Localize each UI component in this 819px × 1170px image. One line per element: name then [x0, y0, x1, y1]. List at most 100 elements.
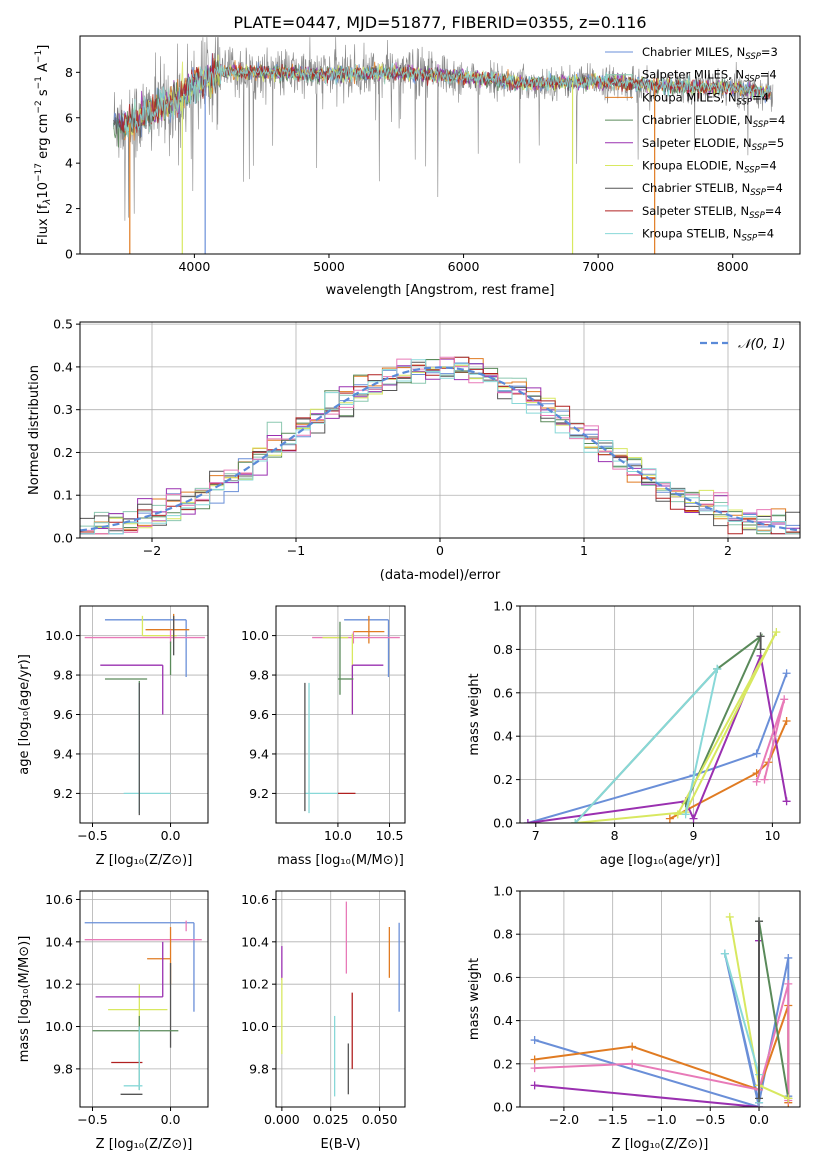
x-tick-label: 7000 [582, 259, 614, 274]
series-marker [756, 632, 765, 641]
series-marker [782, 669, 791, 678]
series-marker [530, 1081, 539, 1090]
legend-label-text: Kroupa STELIB, N [642, 227, 742, 241]
y-axis-label-part: −1 [34, 76, 44, 89]
legend-label-text: Chabrier MILES, N [642, 45, 745, 59]
legend-label-sub: SSP [744, 75, 760, 85]
legend-label: Salpeter STELIB, NSSP=4 [642, 204, 782, 221]
legend-label-sub: SSP [753, 120, 769, 130]
legend-label-text: Chabrier ELODIE, N [642, 113, 753, 127]
series-marker [689, 814, 698, 823]
y-tick-label: 0.6 [493, 970, 513, 985]
panel-age_vs_mass: 10.0 10.5 9.2 9.4 9.6 9.8 10.0 mass [log₁₀(M/M⊙… [241, 605, 406, 868]
x-tick-label: −1.0 [646, 1112, 676, 1127]
legend-label-sub: SSP [737, 97, 753, 107]
series-marker [665, 814, 674, 823]
y-tick-label: 6 [65, 110, 73, 125]
y-axis-label-part: s [36, 89, 51, 100]
y-tick-label: 9.4 [53, 746, 73, 761]
y-tick-label: 0.8 [493, 927, 513, 942]
legend-label: Kroupa ELODIE, NSSP=4 [642, 159, 777, 176]
series-marker [760, 775, 769, 784]
series-marker [755, 917, 764, 926]
series-marker [571, 819, 580, 823]
y-tick-label: 9.4 [249, 746, 269, 761]
series-marker [673, 810, 682, 819]
y-tick-label: 0.6 [493, 685, 513, 700]
y-axis-label: mass [log₁₀(M/M⊙)] [17, 936, 32, 1063]
x-axis-label: Z [log₁₀(Z/Z⊙)] [612, 1137, 709, 1152]
y-tick-label: 10.4 [241, 934, 269, 949]
y-tick-label: 9.2 [249, 786, 269, 801]
y-axis-label-part: λ [42, 199, 53, 206]
x-tick-label: 5000 [313, 259, 345, 274]
histogram-step-line [80, 359, 800, 535]
y-tick-label: 4 [65, 156, 73, 171]
plot-area-mass_vs_ebv [281, 901, 400, 1097]
series-marker [725, 912, 734, 921]
y-tick-label: 0 [65, 247, 73, 262]
x-tick-label: 6000 [448, 259, 480, 274]
panel-residuals: −2 −1 0 1 2 0.0 0.1 0.2 0.3 0.4 0.5 (data-model)/er… [27, 317, 801, 583]
legend-label-sub: SSP [744, 166, 760, 176]
plot-area-spectrum [113, 37, 774, 254]
series-marker [530, 1055, 539, 1064]
y-tick-label: 2 [65, 201, 73, 216]
legend-label: Kroupa STELIB, NSSP=4 [642, 227, 774, 244]
x-tick-label: 0.025 [313, 1112, 349, 1127]
legend-label-value: =4 [757, 227, 774, 241]
y-tick-label: 10.6 [45, 892, 73, 907]
series-line [527, 672, 788, 823]
x-tick-label: 1 [580, 543, 588, 558]
plot-area-age_vs_Z [84, 613, 205, 816]
y-tick-label: 0.8 [493, 642, 513, 657]
panel-weight_vs_Z: −2.0 −1.5 −1.0 −0.5 0.0 0.0 0.2 0.4 0.6 0.8 1.0 Z [… [467, 884, 801, 1152]
y-axis-label: mass weight [467, 673, 482, 755]
legend-label-value: =4 [765, 204, 782, 218]
legend-label-text: Salpeter STELIB, N [642, 204, 749, 218]
series-marker [530, 1036, 539, 1045]
legend-label: Chabrier STELIB, NSSP=4 [642, 181, 783, 198]
x-tick-label: 10.0 [324, 828, 352, 843]
y-tick-label: 9.8 [53, 1061, 73, 1076]
spectrum-model-line [123, 61, 771, 135]
x-tick-label: 0.050 [362, 1112, 398, 1127]
series-marker [523, 819, 532, 823]
axes-frame [519, 890, 801, 1108]
y-tick-label: 9.8 [249, 1061, 269, 1076]
x-tick-label: −0.5 [695, 1112, 725, 1127]
axes-frame [79, 35, 801, 255]
series-marker [756, 645, 765, 654]
legend-label-text: Salpeter MILES, N [642, 68, 744, 82]
y-tick-label: 9.2 [53, 786, 73, 801]
x-axis-label: mass [log₁₀(M/M⊙)] [277, 853, 404, 868]
series-line [574, 665, 719, 823]
y-axis-label: Normed distribution [27, 365, 42, 495]
figure-title: PLATE=0447, MJD=51877, FIBERID=0355, z=0… [233, 13, 646, 32]
panel-mass_vs_Z: −0.5 0.0 9.8 10.0 10.2 10.4 10.6 Z [log₁₀(Z/Z⊙)… [17, 890, 209, 1152]
x-tick-label: 8000 [717, 259, 749, 274]
series-marker [780, 695, 789, 704]
x-tick-label: 10 [764, 828, 780, 843]
legend-label: Salpeter ELODIE, NSSP=5 [642, 136, 784, 153]
panel-spectrum: 4000 5000 6000 7000 8000 0 2 4 6 8 wavelength [Ang… [34, 35, 801, 298]
legend-label-sub: SSP [742, 234, 758, 244]
series-marker [782, 717, 791, 726]
y-axis-label-part: erg cm [36, 114, 51, 163]
y-tick-label: 0.1 [53, 488, 73, 503]
legend-label-value: =4 [752, 90, 769, 104]
x-tick-label: 0.0 [749, 1112, 769, 1127]
y-tick-label: 0.4 [493, 1013, 513, 1028]
x-axis-label: Z [log₁₀(Z/Z⊙)] [96, 1137, 193, 1152]
series-marker [720, 949, 729, 958]
x-tick-label: 9 [690, 828, 698, 843]
panel-age_vs_Z: −0.5 0.0 9.2 9.4 9.6 9.8 10.0 Z [log₁₀(Z/Z⊙)] ag… [17, 605, 209, 868]
x-tick-label: −0.5 [77, 1112, 107, 1127]
y-tick-label: 0.4 [493, 729, 513, 744]
legend-label-text: Salpeter ELODIE, N [642, 136, 752, 150]
legend-label-sub: SSP [745, 52, 761, 62]
y-axis-label-part: −2 [34, 100, 44, 113]
x-tick-label: 10.5 [376, 828, 404, 843]
series-marker [752, 777, 761, 786]
y-tick-label: 0.0 [53, 531, 73, 546]
